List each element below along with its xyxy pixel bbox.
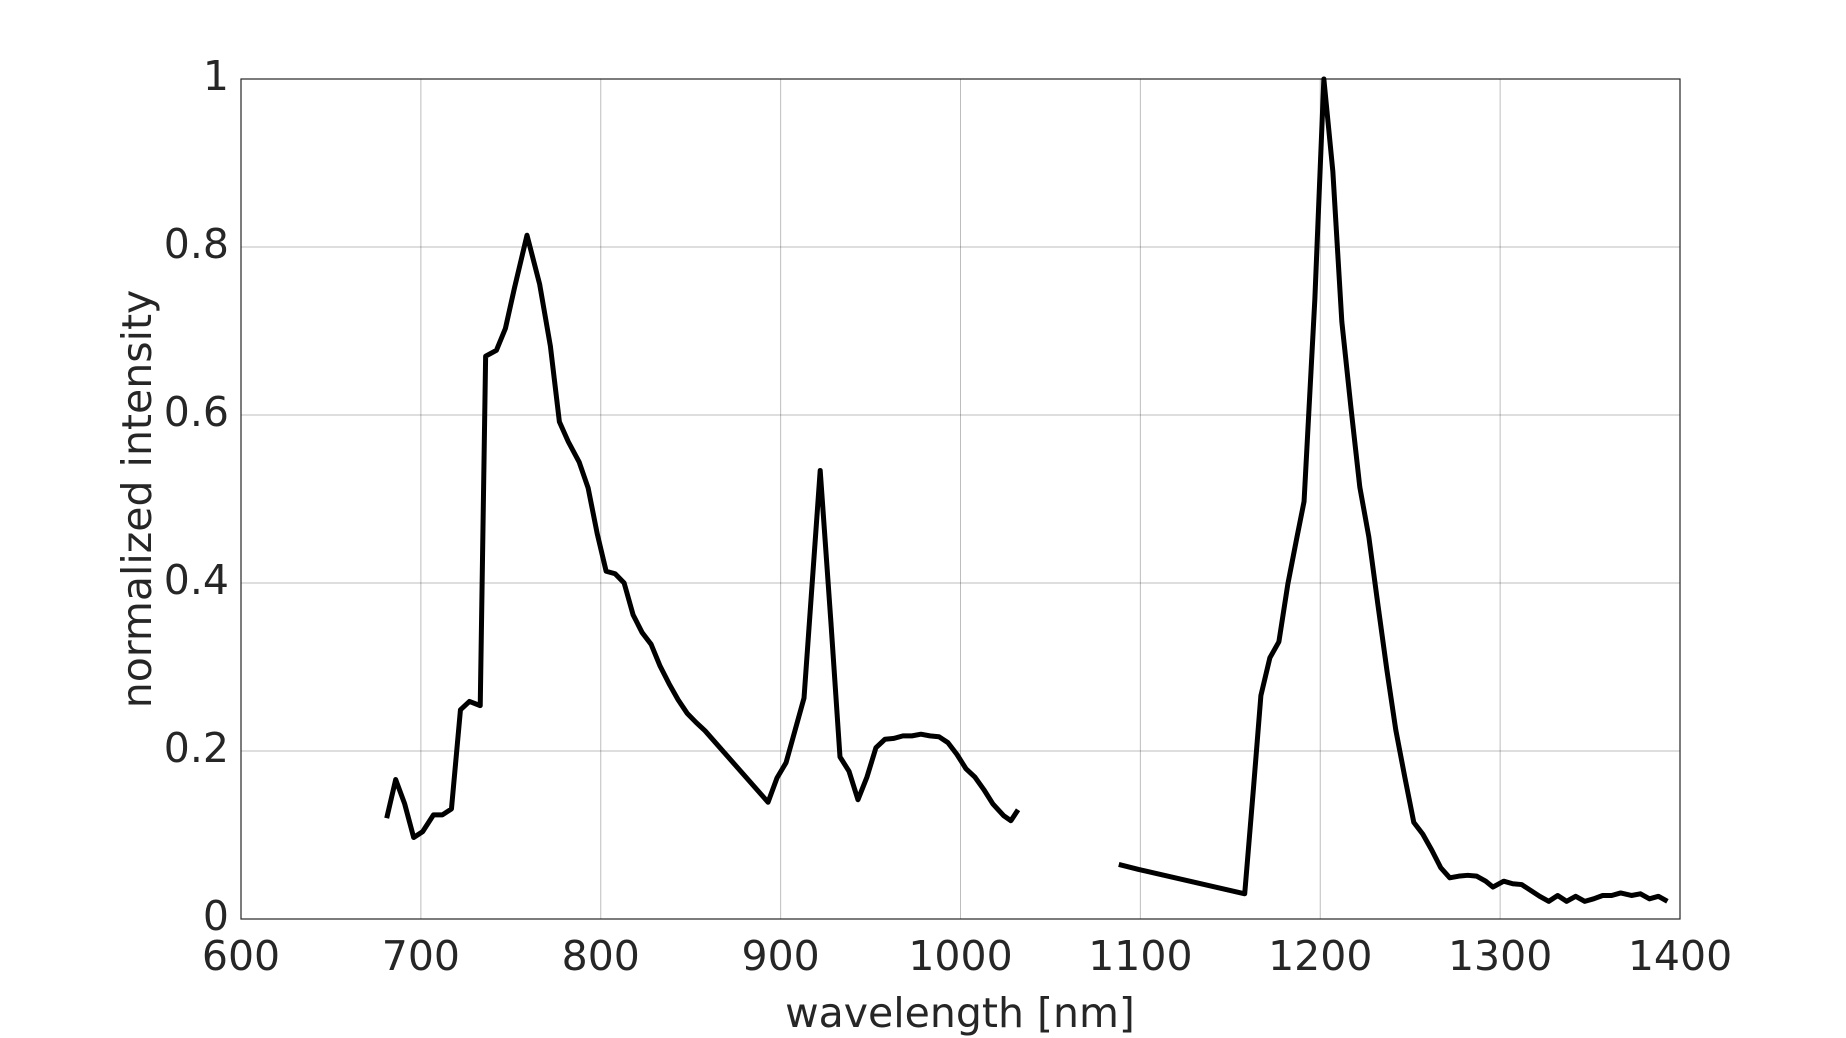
- y-tick-label: 0: [203, 892, 229, 940]
- x-tick-label: 1400: [1628, 932, 1732, 980]
- x-tick-label: 1000: [908, 932, 1012, 980]
- x-tick-label: 800: [562, 932, 640, 980]
- x-tick-label: 1200: [1268, 932, 1372, 980]
- data-line: [384, 76, 1669, 904]
- y-tick-label: 1: [203, 52, 229, 100]
- y-axis-label: normalized intensity: [113, 290, 161, 709]
- x-axis-label: wavelength [nm]: [785, 989, 1135, 1037]
- x-tick-label: 1100: [1088, 932, 1192, 980]
- y-tick-label: 0.4: [164, 556, 229, 604]
- y-tick-label: 0.8: [164, 220, 229, 268]
- x-tick-label: 1300: [1448, 932, 1552, 980]
- x-tick-label: 900: [741, 932, 819, 980]
- x-tick-label: 700: [382, 932, 460, 980]
- y-tick-label: 0.6: [164, 388, 229, 436]
- plot-background: [241, 79, 1680, 919]
- axes-box: [240, 78, 1681, 920]
- x-tick-label: 600: [202, 932, 280, 980]
- y-tick-label: 0.2: [164, 724, 229, 772]
